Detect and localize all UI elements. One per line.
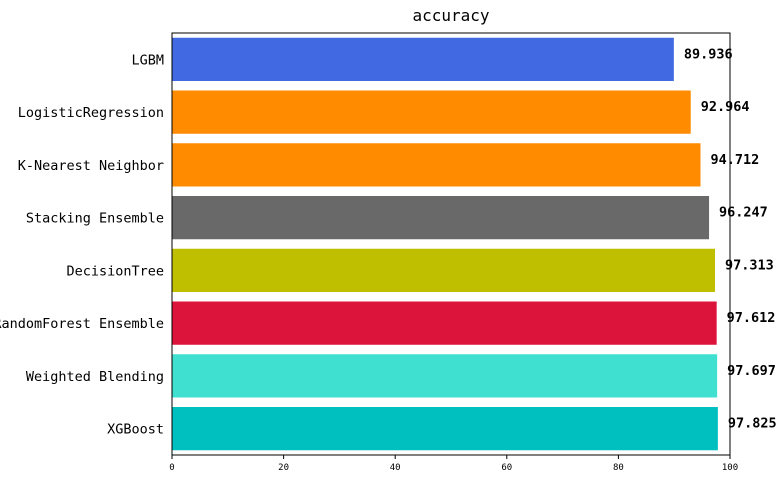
bar-5	[172, 301, 717, 345]
bar-2	[172, 143, 701, 187]
category-label-2: K-Nearest Neighbor	[18, 158, 164, 174]
x-tick-label-1: 20	[278, 463, 289, 473]
value-label-1: 92.964	[701, 99, 750, 115]
x-tick-label-5: 100	[722, 463, 738, 473]
bar-1	[172, 90, 691, 134]
category-label-7: XGBoost	[107, 422, 164, 438]
category-label-0: LGBM	[131, 52, 164, 68]
bar-6	[172, 354, 718, 398]
value-label-2: 94.712	[710, 152, 759, 168]
value-label-0: 89.936	[684, 46, 733, 62]
x-tick-label-4: 80	[613, 463, 624, 473]
category-label-6: Weighted Blending	[26, 369, 164, 385]
x-axis-ticks: 0 20 40 60 80 100	[169, 455, 738, 473]
x-tick-label-3: 60	[501, 463, 512, 473]
x-tick-label-2: 40	[390, 463, 401, 473]
value-label-4: 97.313	[725, 257, 774, 273]
value-label-5: 97.612	[727, 310, 776, 326]
chart-title: accuracy	[412, 6, 489, 25]
bar-7	[172, 406, 718, 451]
value-label-6: 97.697	[727, 363, 776, 379]
x-tick-label-0: 0	[169, 463, 174, 473]
category-labels: LGBM LogisticRegression K-Nearest Neighbor…	[0, 52, 164, 437]
category-label-3: Stacking Ensemble	[26, 211, 164, 227]
bar-3	[172, 195, 710, 240]
bars-group	[172, 37, 718, 451]
value-label-7: 97.825	[728, 416, 777, 432]
value-label-3: 96.247	[719, 205, 768, 221]
category-label-1: LogisticRegression	[18, 105, 164, 121]
bar-4	[172, 248, 716, 293]
value-labels: 89.936 92.964 94.712 96.247 97.313 97.612 97.6…	[684, 46, 777, 431]
category-label-5: RandomForest Ensemble	[0, 316, 164, 332]
bar-0	[172, 37, 674, 82]
category-label-4: DecisionTree	[66, 263, 164, 279]
plot-frame	[171, 32, 731, 456]
